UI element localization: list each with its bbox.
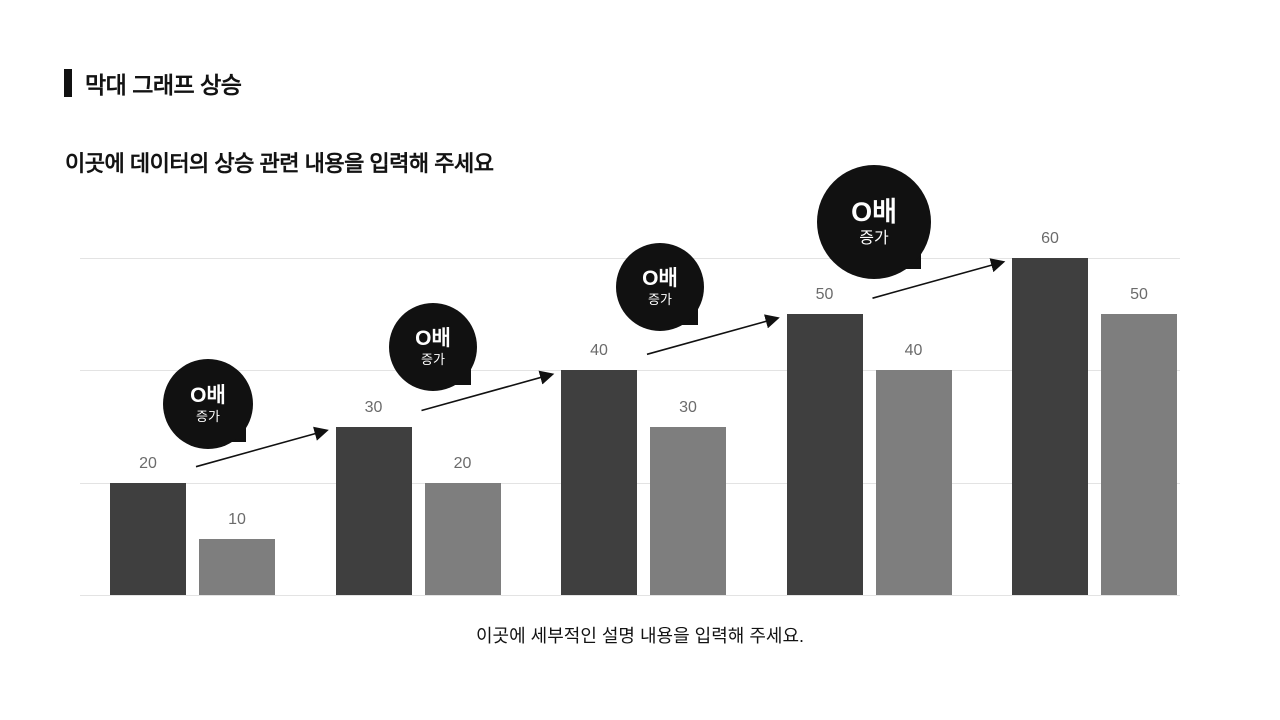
- bar-value-label: 30: [679, 398, 697, 416]
- bubble-circle: O배 증가: [616, 243, 704, 331]
- bubble-main-label: O배: [190, 383, 226, 407]
- growth-callout-bubble: O배 증가: [616, 243, 704, 331]
- page-caption: 이곳에 세부적인 설명 내용을 입력해 주세요.: [475, 626, 805, 646]
- bubble-main-label: O배: [851, 196, 897, 227]
- bar-primary: [110, 482, 186, 595]
- bar-value-label: 40: [590, 342, 608, 360]
- bar-chart: 20 30 40 50 60 10 20 30 40 50 O배 증가 O배 증가 O배 증가 O배 증가: [80, 165, 1180, 596]
- bar-value-label: 40: [904, 342, 923, 360]
- bar-value-label: 60: [1041, 230, 1059, 247]
- bar-primary: [786, 314, 863, 595]
- bar-secondary: [199, 538, 275, 595]
- page-title: 막대 그래프 상승: [85, 72, 242, 98]
- title-accent-bar: [64, 69, 72, 97]
- bar-primary: [1012, 258, 1088, 595]
- bubble-sub-label: 증가: [421, 351, 445, 367]
- bar-value-label: 20: [453, 454, 472, 472]
- bubble-sub-label: 증가: [648, 291, 672, 307]
- bar-value-label: 50: [815, 286, 834, 304]
- bubble-sub-label: 증가: [859, 229, 889, 247]
- bar-value-label: 50: [1130, 286, 1148, 304]
- growth-callout-bubble: O배 증가: [389, 303, 477, 391]
- bar-secondary: [875, 370, 952, 595]
- bar-value-label: 30: [364, 398, 383, 416]
- bar-value-label: 10: [228, 510, 246, 528]
- bubble-circle: O배 증가: [389, 303, 477, 391]
- bubble-sub-label: 증가: [196, 408, 220, 424]
- page-title-row: 막대 그래프 상승: [64, 66, 242, 100]
- bar-secondary: [424, 482, 501, 595]
- gridline: [80, 595, 1180, 596]
- bar-primary: [561, 370, 637, 595]
- page-subtitle: 이곳에 데이터의 상승 관련 내용을 입력해 주세요: [65, 151, 494, 176]
- bubble-circle: O배 증가: [163, 359, 253, 449]
- bar-primary: [335, 426, 412, 595]
- bar-secondary: [650, 426, 726, 595]
- bubble-main-label: O배: [415, 326, 451, 350]
- bubble-main-label: O배: [642, 266, 678, 290]
- bar-secondary: [1101, 314, 1177, 595]
- bar-value-label: 20: [139, 454, 157, 472]
- growth-callout-bubble: O배 증가: [163, 359, 253, 449]
